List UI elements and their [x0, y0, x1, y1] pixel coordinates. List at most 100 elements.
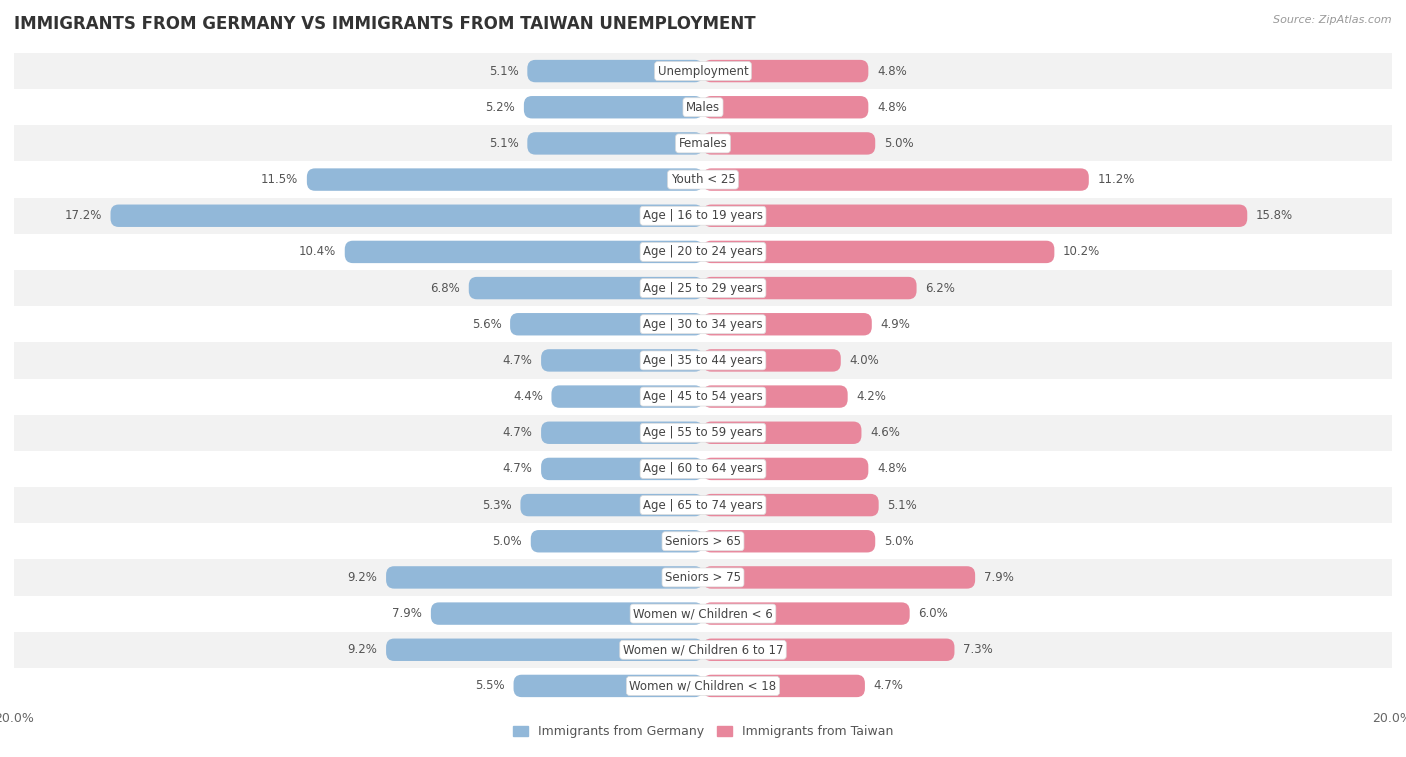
FancyBboxPatch shape [541, 458, 703, 480]
Text: Females: Females [679, 137, 727, 150]
Bar [14, 378, 1392, 415]
Bar [14, 668, 1392, 704]
Bar [14, 126, 1392, 161]
Text: 5.1%: 5.1% [489, 137, 519, 150]
FancyBboxPatch shape [520, 494, 703, 516]
FancyBboxPatch shape [527, 132, 703, 154]
FancyBboxPatch shape [703, 168, 1088, 191]
FancyBboxPatch shape [703, 277, 917, 299]
Text: Women w/ Children < 18: Women w/ Children < 18 [630, 680, 776, 693]
FancyBboxPatch shape [524, 96, 703, 118]
Text: 7.9%: 7.9% [392, 607, 422, 620]
FancyBboxPatch shape [111, 204, 703, 227]
FancyBboxPatch shape [531, 530, 703, 553]
Text: 4.0%: 4.0% [849, 354, 879, 367]
Bar [14, 559, 1392, 596]
Text: 7.9%: 7.9% [984, 571, 1014, 584]
Bar [14, 234, 1392, 270]
FancyBboxPatch shape [703, 494, 879, 516]
Text: Source: ZipAtlas.com: Source: ZipAtlas.com [1274, 15, 1392, 25]
Text: 6.0%: 6.0% [918, 607, 948, 620]
Text: Women w/ Children < 6: Women w/ Children < 6 [633, 607, 773, 620]
Text: 5.2%: 5.2% [485, 101, 515, 114]
Text: Age | 60 to 64 years: Age | 60 to 64 years [643, 463, 763, 475]
FancyBboxPatch shape [703, 241, 1054, 263]
Text: Seniors > 75: Seniors > 75 [665, 571, 741, 584]
Text: 17.2%: 17.2% [65, 209, 101, 223]
Text: Age | 30 to 34 years: Age | 30 to 34 years [643, 318, 763, 331]
Legend: Immigrants from Germany, Immigrants from Taiwan: Immigrants from Germany, Immigrants from… [508, 721, 898, 743]
Text: 4.8%: 4.8% [877, 64, 907, 77]
Text: Seniors > 65: Seniors > 65 [665, 534, 741, 548]
FancyBboxPatch shape [703, 132, 875, 154]
Text: 5.5%: 5.5% [475, 680, 505, 693]
Bar [14, 198, 1392, 234]
FancyBboxPatch shape [703, 674, 865, 697]
Text: 5.1%: 5.1% [887, 499, 917, 512]
Bar [14, 487, 1392, 523]
FancyBboxPatch shape [703, 349, 841, 372]
Text: 6.2%: 6.2% [925, 282, 955, 294]
FancyBboxPatch shape [551, 385, 703, 408]
Text: 15.8%: 15.8% [1256, 209, 1294, 223]
Bar [14, 89, 1392, 126]
Text: 4.6%: 4.6% [870, 426, 900, 439]
Text: Age | 20 to 24 years: Age | 20 to 24 years [643, 245, 763, 258]
Bar [14, 270, 1392, 306]
FancyBboxPatch shape [344, 241, 703, 263]
FancyBboxPatch shape [703, 385, 848, 408]
FancyBboxPatch shape [703, 639, 955, 661]
FancyBboxPatch shape [703, 603, 910, 625]
Text: 5.1%: 5.1% [489, 64, 519, 77]
FancyBboxPatch shape [513, 674, 703, 697]
Text: 4.8%: 4.8% [877, 101, 907, 114]
Text: 6.8%: 6.8% [430, 282, 460, 294]
Text: 11.5%: 11.5% [262, 173, 298, 186]
Bar [14, 596, 1392, 631]
FancyBboxPatch shape [541, 349, 703, 372]
Bar [14, 342, 1392, 378]
Bar [14, 53, 1392, 89]
Text: 4.7%: 4.7% [502, 426, 533, 439]
Text: Age | 25 to 29 years: Age | 25 to 29 years [643, 282, 763, 294]
Text: 9.2%: 9.2% [347, 643, 377, 656]
Bar [14, 161, 1392, 198]
Text: 4.7%: 4.7% [873, 680, 904, 693]
Text: IMMIGRANTS FROM GERMANY VS IMMIGRANTS FROM TAIWAN UNEMPLOYMENT: IMMIGRANTS FROM GERMANY VS IMMIGRANTS FR… [14, 15, 755, 33]
Text: 4.4%: 4.4% [513, 390, 543, 403]
Bar [14, 523, 1392, 559]
Text: Youth < 25: Youth < 25 [671, 173, 735, 186]
FancyBboxPatch shape [703, 566, 976, 589]
Text: Males: Males [686, 101, 720, 114]
Text: 5.0%: 5.0% [884, 137, 914, 150]
Text: 10.4%: 10.4% [299, 245, 336, 258]
FancyBboxPatch shape [527, 60, 703, 83]
Text: Age | 65 to 74 years: Age | 65 to 74 years [643, 499, 763, 512]
FancyBboxPatch shape [703, 60, 869, 83]
FancyBboxPatch shape [307, 168, 703, 191]
Text: 7.3%: 7.3% [963, 643, 993, 656]
FancyBboxPatch shape [703, 204, 1247, 227]
Text: Age | 45 to 54 years: Age | 45 to 54 years [643, 390, 763, 403]
Text: 5.0%: 5.0% [492, 534, 522, 548]
FancyBboxPatch shape [703, 530, 875, 553]
Text: 9.2%: 9.2% [347, 571, 377, 584]
Text: Age | 35 to 44 years: Age | 35 to 44 years [643, 354, 763, 367]
Text: Age | 55 to 59 years: Age | 55 to 59 years [643, 426, 763, 439]
Bar [14, 306, 1392, 342]
FancyBboxPatch shape [703, 422, 862, 444]
FancyBboxPatch shape [387, 566, 703, 589]
Text: Women w/ Children 6 to 17: Women w/ Children 6 to 17 [623, 643, 783, 656]
Text: 5.3%: 5.3% [482, 499, 512, 512]
Text: Age | 16 to 19 years: Age | 16 to 19 years [643, 209, 763, 223]
Text: 10.2%: 10.2% [1063, 245, 1101, 258]
Text: 5.0%: 5.0% [884, 534, 914, 548]
FancyBboxPatch shape [430, 603, 703, 625]
Text: 5.6%: 5.6% [472, 318, 502, 331]
FancyBboxPatch shape [387, 639, 703, 661]
Text: Unemployment: Unemployment [658, 64, 748, 77]
Bar [14, 631, 1392, 668]
FancyBboxPatch shape [703, 96, 869, 118]
FancyBboxPatch shape [468, 277, 703, 299]
Text: 11.2%: 11.2% [1098, 173, 1135, 186]
